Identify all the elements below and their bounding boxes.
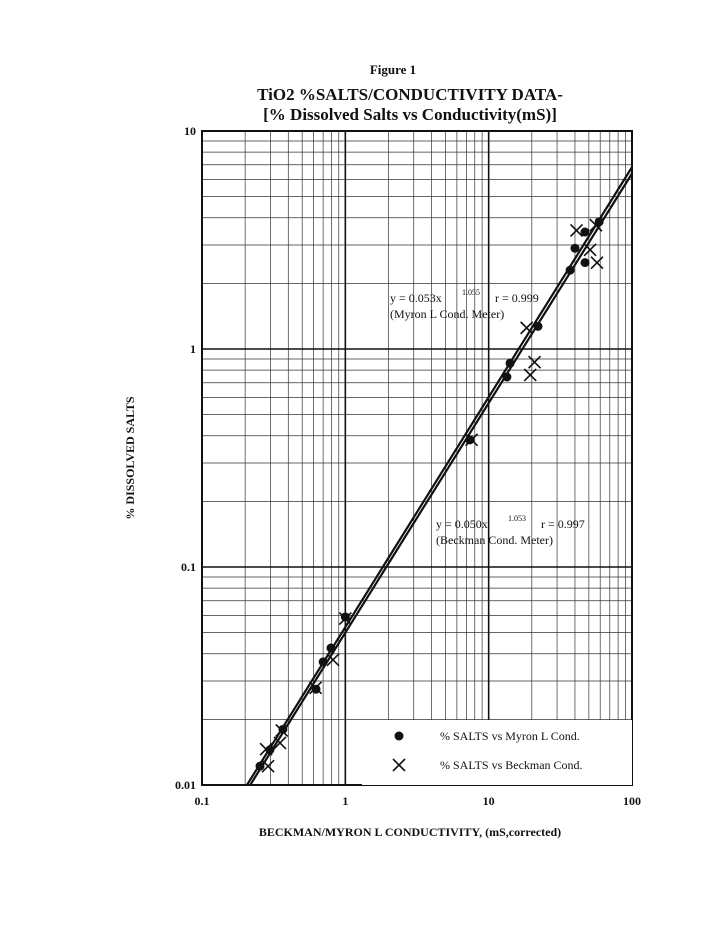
chart-title: Figure 1 <box>370 62 416 77</box>
x-tick-label: 100 <box>623 794 641 808</box>
point <box>259 742 273 756</box>
point <box>465 435 475 445</box>
y-tick-label: 10 <box>184 124 196 138</box>
plot-frame <box>201 130 633 786</box>
fit-note: (Myron L Cond. Meter) <box>390 307 504 321</box>
point <box>583 243 597 257</box>
point <box>326 653 340 667</box>
legend-label: % SALTS vs Myron L Cond. <box>440 729 580 743</box>
fit-line <box>245 166 632 785</box>
legend-box <box>362 720 632 785</box>
point <box>569 223 584 237</box>
chart-subtitle: TiO2 %SALTS/CONDUCTIVITY DATA- <box>257 85 563 104</box>
x-axis-label: BECKMAN/MYRON L CONDUCTIVITY, (mS,correc… <box>259 825 561 839</box>
point <box>580 258 590 268</box>
x-tick-label: 1 <box>342 794 348 808</box>
point <box>318 657 328 667</box>
y-tick-label: 1 <box>190 342 196 356</box>
point <box>309 681 323 695</box>
fit-equation: y = 0.050x <box>436 517 488 531</box>
point <box>273 736 287 750</box>
point <box>326 643 336 653</box>
x-tick-label: 10 <box>483 794 495 808</box>
point <box>527 355 542 369</box>
point <box>565 265 575 275</box>
point <box>465 433 479 447</box>
point <box>275 723 289 737</box>
y-tick-label: 0.01 <box>175 778 196 792</box>
fit-equation: y = 0.053x <box>390 291 442 305</box>
fit-exponent: 1.053 <box>508 514 526 523</box>
legend-marker <box>392 758 406 772</box>
point <box>589 218 603 232</box>
point <box>505 358 515 368</box>
point <box>590 256 604 270</box>
fit-exponent: 1.055 <box>462 288 480 297</box>
point <box>261 759 275 773</box>
points <box>255 217 604 773</box>
legend-label: % SALTS vs Beckman Cond. <box>440 758 583 772</box>
point <box>520 321 534 335</box>
annotations: y = 0.053x 1.055 r = 0.999 (Myron L Cond. M… <box>390 288 585 547</box>
point <box>523 368 537 382</box>
grid: 0.1 1 10 100 0.01 0.1 1 10 <box>175 124 641 808</box>
legend: % SALTS vs Myron L Cond. % SALTS vs Beckm… <box>362 720 632 785</box>
fit-r: r = 0.997 <box>541 517 585 531</box>
point <box>338 612 352 626</box>
y-axis-label: % DISSOLVED SALTS <box>123 396 137 520</box>
point <box>533 321 543 331</box>
legend-marker <box>394 731 404 741</box>
point <box>570 243 580 253</box>
point <box>255 761 265 771</box>
point <box>340 612 350 622</box>
chart-subtitle: [% Dissolved Salts vs Conductivity(mS)] <box>263 105 557 124</box>
fit-note: (Beckman Cond. Meter) <box>436 533 553 547</box>
point <box>502 372 512 382</box>
point <box>580 227 590 237</box>
x-tick-label: 0.1 <box>195 794 210 808</box>
fit-r: r = 0.999 <box>495 291 539 305</box>
y-tick-label: 0.1 <box>181 560 196 574</box>
